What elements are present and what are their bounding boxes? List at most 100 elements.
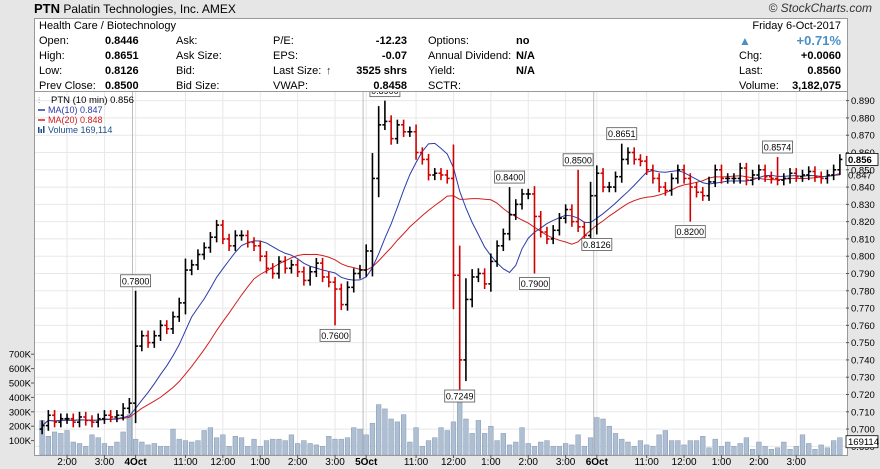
volume-bar	[662, 430, 668, 456]
volume-bar	[600, 418, 606, 456]
price-tick-label: 0.760	[851, 321, 875, 332]
volume-bar	[376, 404, 382, 456]
legend-entry: PTN (10 min) 0.856	[51, 95, 134, 106]
sector: Health Care / Biotechnology	[39, 20, 176, 32]
volume-bar	[693, 440, 700, 456]
price-plot[interactable]: 0.7800 0.7600 0.8900 0.7249 0.8400 0.7900 0.85…	[34, 84, 848, 456]
ohlc-bar	[64, 413, 70, 424]
ohlc-bar	[101, 410, 107, 424]
volume-bar	[157, 446, 164, 456]
volume-bar	[245, 446, 251, 456]
ohlc-bar	[45, 410, 51, 431]
ma20-line	[41, 174, 840, 426]
ohlc-bar	[681, 164, 687, 184]
volume-bar	[214, 437, 220, 456]
volume-bar	[712, 438, 718, 456]
ohlc-bar	[426, 153, 432, 181]
ohlc-bar	[812, 166, 818, 182]
ohlc-bar	[775, 156, 781, 186]
ohlc-bar	[338, 283, 344, 311]
legend-entry: MA(10) 0.847	[48, 105, 103, 115]
annotation-label: 0.8126	[583, 240, 611, 250]
ohlc-bar	[575, 169, 581, 233]
exchange: AMEX	[201, 2, 236, 16]
volume-bar	[201, 430, 207, 456]
ohlc-bar	[450, 144, 456, 310]
ohlc-bar	[631, 147, 637, 165]
annotation-label: 0.8200	[677, 227, 705, 237]
pe-label: P/E:	[273, 35, 294, 47]
volume-bar	[444, 430, 450, 456]
brand-credit[interactable]: © StockCharts.com	[768, 1, 872, 15]
volume-bar	[706, 447, 712, 456]
ohlc-bar	[139, 330, 145, 352]
volume-bar	[425, 440, 432, 456]
ohlc-bar	[687, 173, 693, 222]
ohlc-bar	[276, 256, 282, 279]
volume-bar	[120, 431, 126, 456]
time-tick-label: 3:00	[95, 457, 115, 468]
ohlc-chart-svg[interactable]: 0.7800 0.7600 0.8900 0.7249 0.8400 0.7900 0.85…	[35, 84, 847, 456]
time-tick-label: 1:00	[251, 457, 271, 468]
quote-panel: Health Care / Biotechnology Friday 6-Oct…	[34, 18, 848, 94]
volume-bar	[270, 438, 276, 456]
ohlc-bar	[158, 320, 164, 341]
ohlc-bar	[718, 164, 724, 184]
volume-bar	[656, 434, 662, 456]
vwap-value: 0.8458	[373, 80, 407, 92]
time-tick-label: 2:00	[519, 457, 539, 468]
high-label: High:	[39, 50, 65, 62]
chg-value: +0.0060	[800, 50, 841, 62]
volume-tick-label: 100K	[9, 436, 32, 447]
time-tick-label: 12:00	[672, 457, 697, 468]
volume-bar	[812, 448, 818, 456]
volume-bar	[64, 430, 70, 456]
ohlc-bar	[176, 297, 182, 322]
volume-bar	[774, 447, 781, 456]
last-size-label: Last Size:	[273, 65, 322, 77]
volume-bar	[126, 414, 132, 456]
volume-bar	[407, 441, 413, 456]
volume-bar	[482, 433, 488, 456]
volume-bar	[488, 425, 494, 456]
ohlc-bar	[407, 126, 413, 137]
chart-title: PTN Palatin Technologies, Inc. AMEX	[34, 1, 236, 16]
ohlc-bar	[444, 169, 450, 184]
ohlc-bar	[419, 147, 425, 165]
ohlc-bar	[756, 164, 762, 181]
last-label: Last:	[739, 65, 763, 77]
volume-bar	[687, 440, 693, 456]
volume-bar	[363, 434, 369, 456]
ohlc-bar	[475, 268, 481, 283]
price-tick-label: 0.700	[851, 425, 875, 436]
volume-tick-label: 400K	[9, 393, 32, 404]
ohlc-bar	[226, 233, 232, 252]
volume-bar	[631, 446, 637, 456]
volume-bar	[89, 434, 95, 456]
volume-bar	[251, 438, 257, 456]
ohlc-bar	[52, 410, 58, 428]
price-tick-label: 0.890	[851, 96, 875, 107]
ask-label: Ask:	[176, 35, 198, 47]
chg-label: Chg:	[739, 50, 763, 62]
volume-bar	[301, 440, 307, 456]
volume-bar	[531, 446, 538, 456]
ohlc-bar	[787, 168, 793, 184]
volume-tick-label: 500K	[9, 379, 32, 390]
volume-bar	[189, 441, 195, 456]
price-tick-label: 0.860	[851, 148, 875, 159]
volume-bar	[743, 437, 750, 456]
volume-bar	[238, 437, 245, 456]
volume-bar	[195, 440, 201, 456]
ohlc-bar	[662, 181, 668, 196]
ohlc-bar	[463, 278, 469, 382]
volume-bar	[344, 437, 351, 456]
volume-bar	[313, 444, 319, 456]
volume-bar	[257, 446, 263, 456]
pe-value: -12.23	[375, 35, 407, 47]
volume-bar	[787, 448, 793, 456]
ohlc-bar	[245, 230, 251, 248]
ohlc-bar	[77, 411, 83, 428]
ohlc-bar	[806, 166, 812, 181]
time-tick-label: 3:00	[556, 457, 576, 468]
